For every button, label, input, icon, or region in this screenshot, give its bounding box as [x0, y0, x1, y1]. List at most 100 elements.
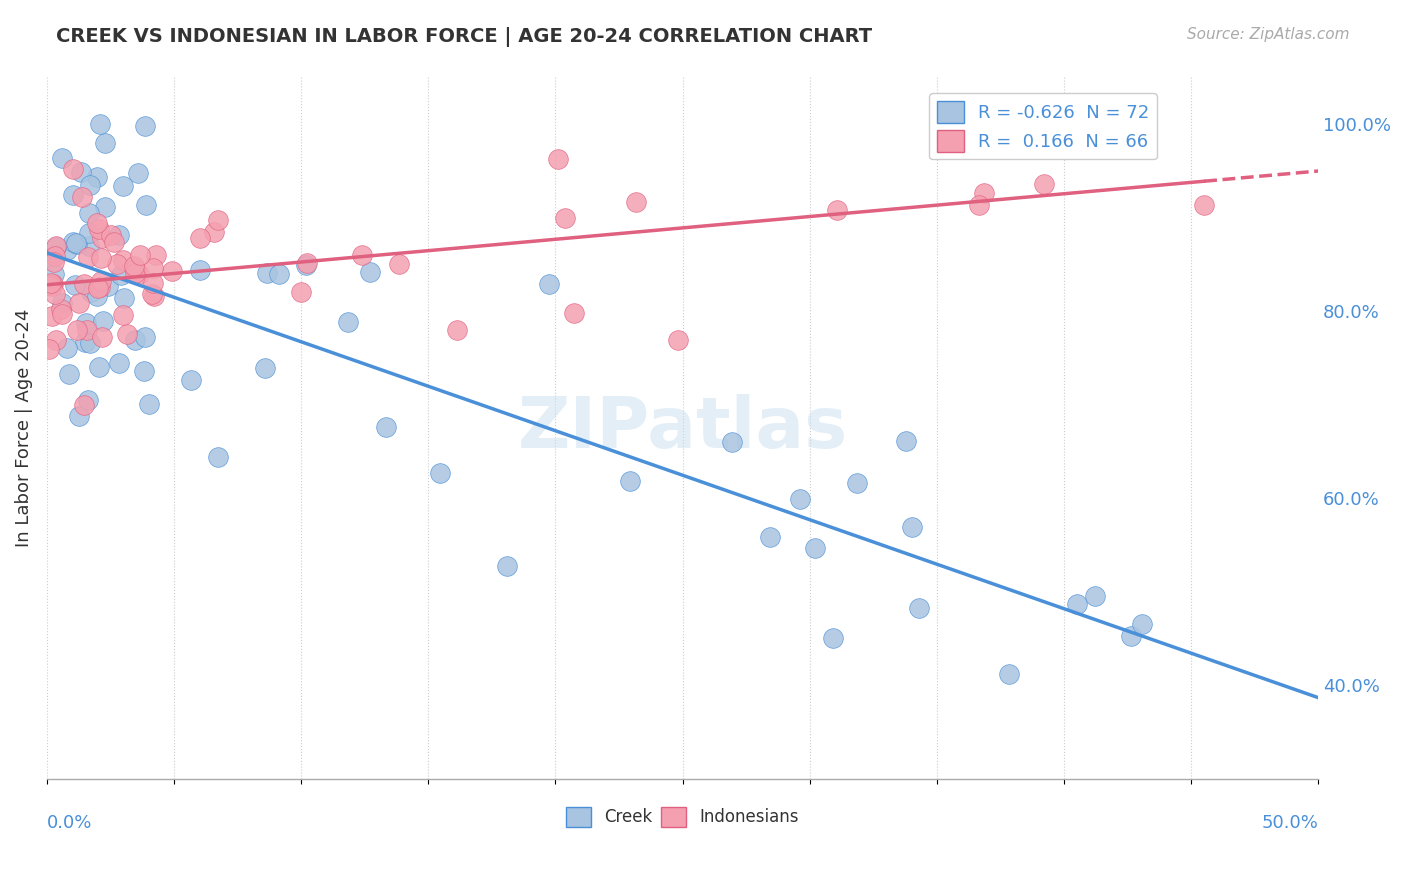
Point	[1192, 197, 1215, 211]
Legend: Creek, Indonesians: Creek, Indonesians	[560, 800, 806, 834]
Point	[79, 335, 101, 350]
Point	[38, 342, 60, 356]
Point	[789, 491, 811, 506]
Point	[75, 316, 97, 330]
Point	[77, 226, 100, 240]
Point	[359, 265, 381, 279]
Point	[94, 200, 117, 214]
Point	[91, 314, 114, 328]
Point	[969, 198, 991, 212]
Point	[58, 367, 80, 381]
Point	[446, 323, 468, 337]
Point	[41, 310, 63, 324]
Point	[111, 178, 134, 193]
Point	[45, 240, 67, 254]
Point	[141, 286, 163, 301]
Point	[624, 195, 647, 210]
Point	[352, 248, 374, 262]
Point	[138, 396, 160, 410]
Point	[66, 237, 89, 252]
Point	[87, 281, 110, 295]
Text: 50.0%: 50.0%	[1261, 814, 1319, 831]
Point	[62, 235, 84, 249]
Point	[666, 333, 689, 347]
Point	[803, 541, 825, 556]
Point	[65, 277, 87, 292]
Y-axis label: In Labor Force | Age 20-24: In Labor Force | Age 20-24	[15, 309, 32, 548]
Point	[55, 341, 77, 355]
Point	[89, 117, 111, 131]
Point	[207, 212, 229, 227]
Point	[89, 222, 111, 236]
Point	[145, 248, 167, 262]
Point	[87, 359, 110, 374]
Point	[547, 152, 569, 166]
Point	[721, 434, 744, 449]
Point	[45, 333, 67, 347]
Point	[132, 364, 155, 378]
Point	[253, 361, 276, 376]
Point	[91, 330, 114, 344]
Point	[108, 356, 131, 370]
Point	[295, 258, 318, 272]
Point	[134, 119, 156, 133]
Point	[79, 178, 101, 192]
Point	[62, 187, 84, 202]
Point	[51, 306, 73, 320]
Point	[267, 267, 290, 281]
Point	[894, 434, 917, 449]
Point	[111, 253, 134, 268]
Point	[77, 239, 100, 253]
Point	[495, 559, 517, 574]
Point	[73, 334, 96, 349]
Point	[202, 226, 225, 240]
Point	[67, 296, 90, 310]
Point	[108, 227, 131, 242]
Point	[80, 285, 103, 300]
Point	[190, 263, 212, 277]
Point	[143, 289, 166, 303]
Point	[759, 530, 782, 544]
Point	[142, 276, 165, 290]
Point	[67, 409, 90, 424]
Point	[134, 330, 156, 344]
Point	[135, 197, 157, 211]
Point	[41, 277, 63, 291]
Point	[44, 267, 66, 281]
Point	[180, 373, 202, 387]
Point	[124, 262, 146, 277]
Text: Source: ZipAtlas.com: Source: ZipAtlas.com	[1187, 27, 1350, 42]
Point	[827, 202, 849, 217]
Point	[103, 235, 125, 250]
Point	[256, 267, 278, 281]
Point	[1121, 629, 1143, 643]
Point	[39, 276, 62, 290]
Point	[207, 450, 229, 464]
Text: 0.0%: 0.0%	[46, 814, 93, 831]
Point	[337, 315, 360, 329]
Point	[295, 256, 318, 270]
Point	[62, 162, 84, 177]
Point	[76, 323, 98, 337]
Point	[90, 251, 112, 265]
Point	[537, 277, 560, 291]
Point	[160, 264, 183, 278]
Point	[188, 231, 211, 245]
Point	[77, 206, 100, 220]
Point	[66, 323, 89, 337]
Point	[1066, 597, 1088, 611]
Point	[110, 268, 132, 282]
Point	[998, 667, 1021, 681]
Point	[129, 248, 152, 262]
Text: CREEK VS INDONESIAN IN LABOR FORCE | AGE 20-24 CORRELATION CHART: CREEK VS INDONESIAN IN LABOR FORCE | AGE…	[56, 27, 872, 46]
Point	[973, 186, 995, 200]
Point	[619, 474, 641, 488]
Point	[122, 259, 145, 273]
Point	[42, 254, 65, 268]
Point	[112, 308, 135, 322]
Point	[1130, 617, 1153, 632]
Point	[128, 267, 150, 281]
Point	[1112, 117, 1135, 131]
Point	[823, 631, 845, 645]
Point	[846, 476, 869, 491]
